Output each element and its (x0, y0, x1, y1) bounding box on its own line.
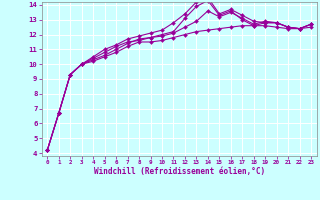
X-axis label: Windchill (Refroidissement éolien,°C): Windchill (Refroidissement éolien,°C) (94, 167, 265, 176)
